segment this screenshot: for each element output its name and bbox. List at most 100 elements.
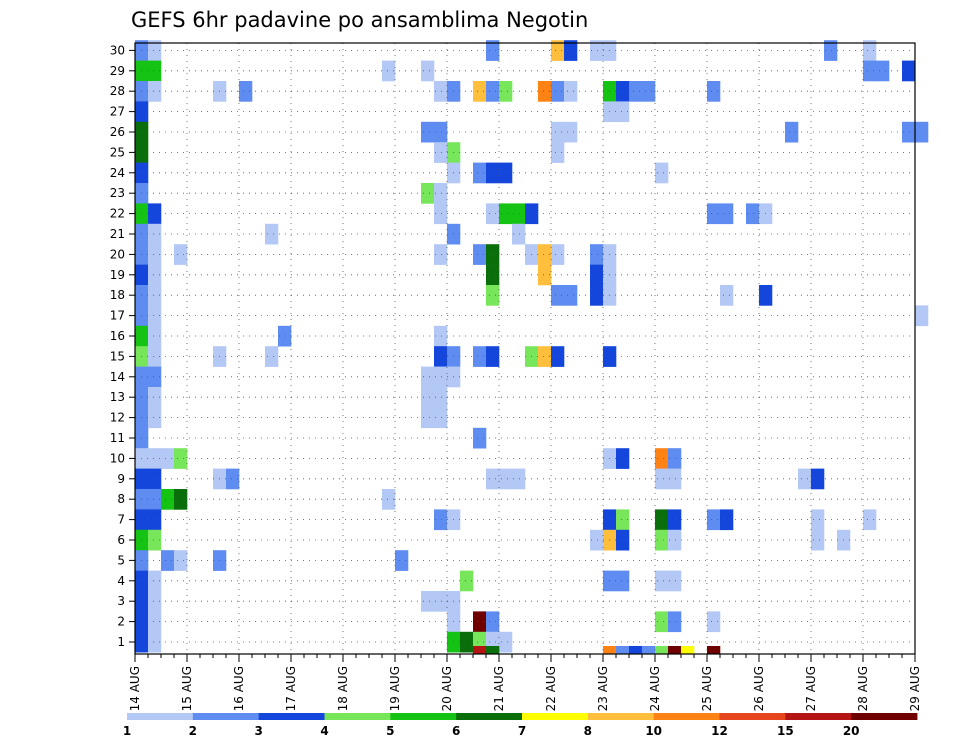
- precip-cell: [486, 203, 500, 225]
- y-tick-label: 2: [117, 615, 125, 629]
- y-tick-label: 26: [110, 125, 125, 139]
- precip-cell: [655, 468, 669, 490]
- precip-cell: [486, 646, 500, 655]
- precip-cell: [265, 223, 279, 245]
- colorbar-label: 5: [386, 724, 394, 738]
- precip-cell: [486, 244, 500, 265]
- precip-cell: [902, 60, 916, 82]
- colorbar-swatch: [456, 713, 523, 720]
- precip-cell: [486, 40, 500, 61]
- precip-cell: [590, 529, 604, 551]
- precip-cell: [499, 81, 513, 102]
- precip-cell: [668, 509, 682, 531]
- precip-cell: [148, 468, 162, 490]
- precip-cell: [707, 509, 721, 531]
- precip-cell: [434, 346, 448, 367]
- precip-cell: [486, 611, 500, 633]
- precip-cell: [499, 631, 513, 653]
- precip-cell: [538, 81, 552, 102]
- precip-cell: [148, 366, 162, 388]
- x-tick-label: 19 AUG: [388, 666, 402, 711]
- precip-cell: [148, 244, 162, 265]
- precip-cell: [564, 285, 578, 306]
- precip-cell: [434, 203, 448, 225]
- y-tick-label: 4: [117, 574, 125, 588]
- precip-cell: [863, 509, 877, 531]
- precip-cell: [434, 387, 448, 408]
- precip-cell: [668, 646, 682, 655]
- colorbar-label: 2: [189, 724, 197, 738]
- y-tick-label: 3: [117, 594, 125, 608]
- precip-cell: [265, 346, 279, 367]
- precip-cell: [603, 646, 617, 655]
- precip-cell: [486, 81, 500, 102]
- precip-cell: [421, 183, 435, 204]
- colorbar-swatch: [587, 713, 655, 720]
- precip-cell: [382, 60, 396, 82]
- precip-cell: [668, 611, 682, 633]
- precip-cell: [486, 346, 500, 367]
- colorbar-swatch: [192, 713, 260, 720]
- colorbar-swatch: [719, 713, 786, 720]
- precip-cell: [590, 285, 604, 306]
- precip-cell: [174, 489, 188, 510]
- y-tick-label: 12: [110, 411, 125, 425]
- colorbar-swatch: [522, 713, 589, 720]
- precip-cell: [707, 81, 721, 102]
- precip-cell: [668, 529, 682, 551]
- precip-cell: [499, 468, 513, 490]
- precip-cell: [395, 550, 409, 571]
- y-tick-label: 9: [117, 472, 125, 486]
- y-tick-label: 11: [110, 431, 125, 445]
- x-tick-label: 26 AUG: [752, 666, 766, 711]
- y-tick-label: 1: [117, 635, 125, 649]
- precip-cell: [655, 529, 669, 551]
- precip-cell: [148, 407, 162, 429]
- precip-cell: [148, 40, 162, 61]
- y-tick-label: 10: [110, 451, 125, 465]
- x-tick-label: 27 AUG: [804, 666, 818, 711]
- precip-cell: [460, 631, 474, 653]
- precip-cell: [161, 448, 175, 469]
- x-tick-label: 24 AUG: [648, 666, 662, 711]
- precip-cell: [421, 591, 435, 612]
- precip-cell: [616, 570, 630, 592]
- precip-cell: [720, 285, 734, 306]
- x-tick-label: 29 AUG: [908, 666, 922, 711]
- colorbar-label: 6: [452, 724, 460, 738]
- precip-cell: [863, 40, 877, 61]
- precip-cell: [499, 162, 513, 184]
- colorbar-legend: 1 2 3 4 5 6 7 8 10 12 15 20: [123, 713, 918, 738]
- y-tick-label: 14: [110, 370, 125, 384]
- precip-cell: [148, 631, 162, 653]
- precip-cell: [629, 81, 643, 102]
- x-tick-label: 14 AUG: [128, 666, 142, 711]
- precip-cell: [707, 646, 721, 655]
- colorbar-label: 20: [843, 724, 860, 738]
- x-tick-label: 25 AUG: [700, 666, 714, 711]
- precip-cell: [655, 570, 669, 592]
- colorbar-label: 8: [584, 724, 592, 738]
- precip-cell: [473, 162, 487, 184]
- precip-cell: [538, 244, 552, 265]
- precip-cell: [161, 550, 175, 571]
- precip-cell: [148, 60, 162, 82]
- precip-cell: [590, 244, 604, 265]
- y-tick-label: 20: [110, 247, 125, 261]
- y-tick-label: 28: [110, 84, 125, 98]
- precip-cell: [434, 81, 448, 102]
- colorbar-swatch: [127, 713, 194, 720]
- precip-cell: [486, 468, 500, 490]
- precip-cell: [434, 142, 448, 163]
- colorbar-swatch: [851, 713, 918, 720]
- precip-cell: [421, 121, 435, 143]
- x-tick-label: 23 AUG: [596, 666, 610, 711]
- precip-cell: [148, 285, 162, 306]
- precip-cell: [512, 468, 526, 490]
- precip-cell: [434, 325, 448, 347]
- x-tick-label: 21 AUG: [492, 666, 506, 711]
- colorbar-label: 10: [645, 724, 662, 738]
- precip-cell: [720, 203, 734, 225]
- y-tick-label: 18: [110, 288, 125, 302]
